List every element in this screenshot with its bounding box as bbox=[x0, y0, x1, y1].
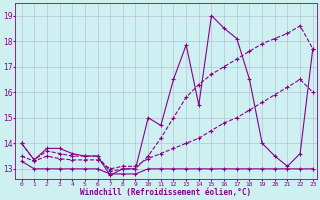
X-axis label: Windchill (Refroidissement éolien,°C): Windchill (Refroidissement éolien,°C) bbox=[80, 188, 252, 197]
